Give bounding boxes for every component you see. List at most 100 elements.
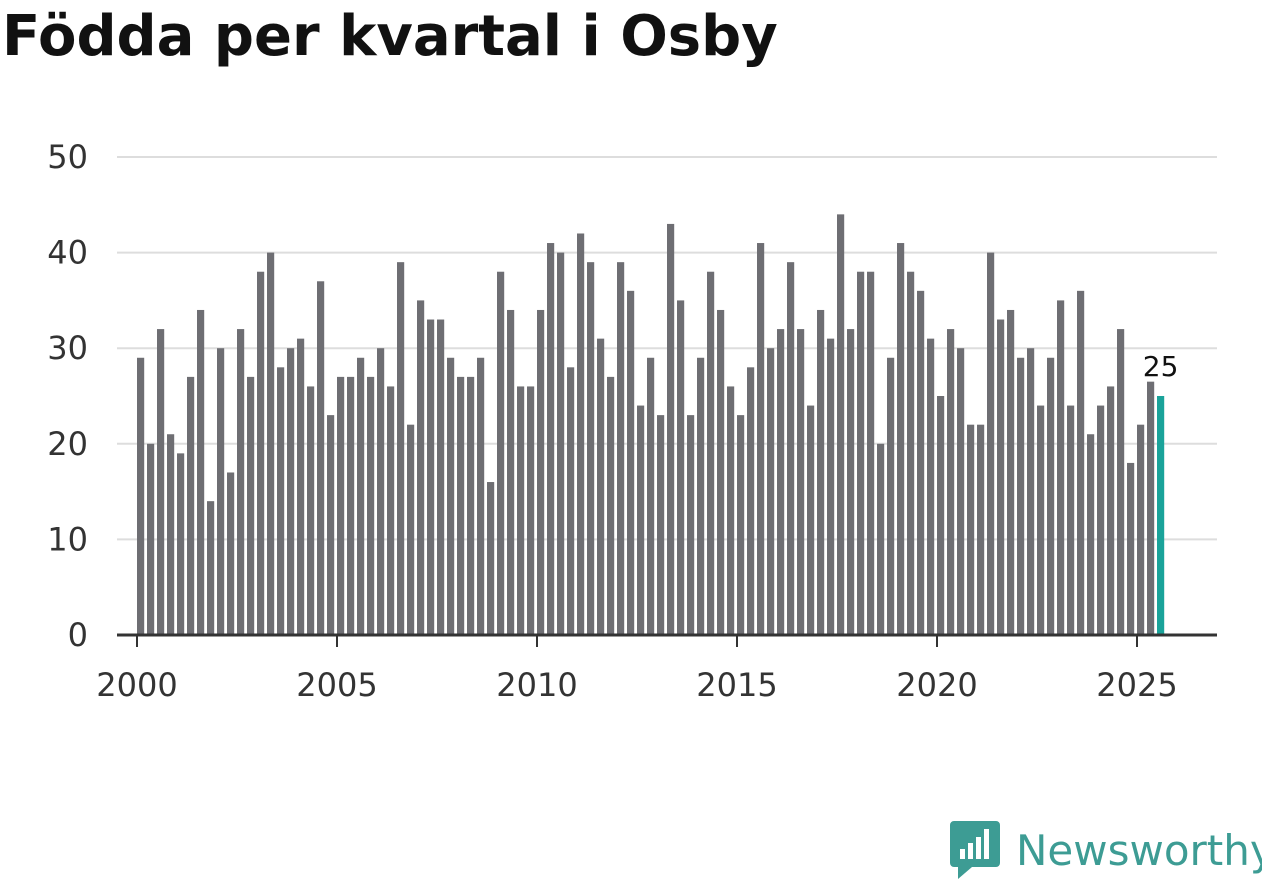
bar xyxy=(867,271,875,635)
tick-labels: 0 10 20 30 40 50 25 2000 2005 2010 2015 2020 2025 xyxy=(47,138,1178,704)
bar xyxy=(277,367,285,635)
bar xyxy=(1057,300,1065,635)
bar xyxy=(927,338,935,635)
y-tick-label: 20 xyxy=(47,425,88,463)
bar xyxy=(777,329,785,635)
bar xyxy=(837,214,845,636)
bar xyxy=(577,233,585,636)
bar xyxy=(357,357,365,635)
bar xyxy=(1097,405,1105,635)
bar xyxy=(897,243,905,636)
bar xyxy=(267,252,275,635)
bar xyxy=(847,329,855,635)
bar xyxy=(1037,405,1045,635)
bar xyxy=(1047,357,1055,635)
bar xyxy=(1077,290,1085,635)
bar xyxy=(487,482,495,635)
newsworthy-logo-icon xyxy=(950,821,1000,879)
axes xyxy=(117,633,1217,647)
y-tick-label: 50 xyxy=(47,138,88,176)
x-tick-label: 2015 xyxy=(696,666,777,704)
bar xyxy=(967,424,975,635)
x-tick-label: 2005 xyxy=(296,666,377,704)
bar xyxy=(637,405,645,635)
bar xyxy=(1067,405,1075,635)
bar xyxy=(497,271,505,635)
bar xyxy=(1007,309,1015,635)
bar xyxy=(997,319,1005,635)
bar xyxy=(607,376,615,635)
bar xyxy=(757,243,765,636)
bar xyxy=(527,386,535,635)
bar xyxy=(377,348,385,635)
bar xyxy=(187,376,195,635)
bar xyxy=(237,329,245,635)
bar xyxy=(437,319,445,635)
bar xyxy=(347,376,355,635)
bar xyxy=(537,309,545,635)
bar xyxy=(747,367,755,635)
bar xyxy=(787,262,795,635)
bar xyxy=(447,357,455,635)
data-label-last: 25 xyxy=(1143,350,1179,383)
x-tick-label: 2010 xyxy=(496,666,577,704)
bar xyxy=(937,396,945,635)
bar xyxy=(767,348,775,635)
bar xyxy=(907,271,915,635)
bar xyxy=(317,281,325,635)
bar xyxy=(657,415,665,635)
y-tick-label: 30 xyxy=(47,329,88,367)
bar xyxy=(1147,381,1155,635)
bar xyxy=(647,357,655,635)
bar xyxy=(677,300,685,635)
bar xyxy=(987,252,995,635)
brand-name: Newsworthy xyxy=(1016,825,1262,875)
bar xyxy=(177,453,185,635)
bar xyxy=(687,415,695,635)
bar xyxy=(1087,434,1095,635)
y-tick-label: 40 xyxy=(47,234,88,272)
bar xyxy=(717,309,725,635)
bar xyxy=(157,329,165,635)
bar xyxy=(327,415,335,635)
bar xyxy=(807,405,815,635)
bar xyxy=(547,243,555,636)
bars xyxy=(137,214,1165,636)
x-tick-label: 2000 xyxy=(96,666,177,704)
x-tick-label: 2020 xyxy=(896,666,977,704)
bar xyxy=(417,300,425,635)
bar xyxy=(827,338,835,635)
bar xyxy=(1137,424,1145,635)
bar xyxy=(387,386,395,635)
bar xyxy=(917,290,925,635)
bar xyxy=(977,424,985,635)
bar-highlight xyxy=(1157,396,1165,635)
bar xyxy=(1117,329,1125,635)
bar xyxy=(557,252,565,635)
bar xyxy=(287,348,295,635)
bar xyxy=(1127,462,1135,635)
bar xyxy=(397,262,405,635)
bar xyxy=(857,271,865,635)
bar xyxy=(627,290,635,635)
bar xyxy=(617,262,625,635)
bar xyxy=(307,386,315,635)
bar xyxy=(587,262,595,635)
bar xyxy=(947,329,955,635)
bar xyxy=(367,376,375,635)
bar xyxy=(1017,357,1025,635)
brand-logo: Newsworthy xyxy=(950,818,1262,882)
y-tick-label: 10 xyxy=(47,520,88,558)
bar xyxy=(1027,348,1035,635)
bar xyxy=(1107,386,1115,635)
bar xyxy=(207,501,215,635)
bar xyxy=(737,415,745,635)
y-tick-label: 0 xyxy=(68,616,88,654)
bar xyxy=(817,309,825,635)
bar xyxy=(477,357,485,635)
bar xyxy=(227,472,235,635)
chart-title: Födda per kvartal i Osby xyxy=(2,4,778,69)
bar xyxy=(727,386,735,635)
bar xyxy=(137,357,145,635)
